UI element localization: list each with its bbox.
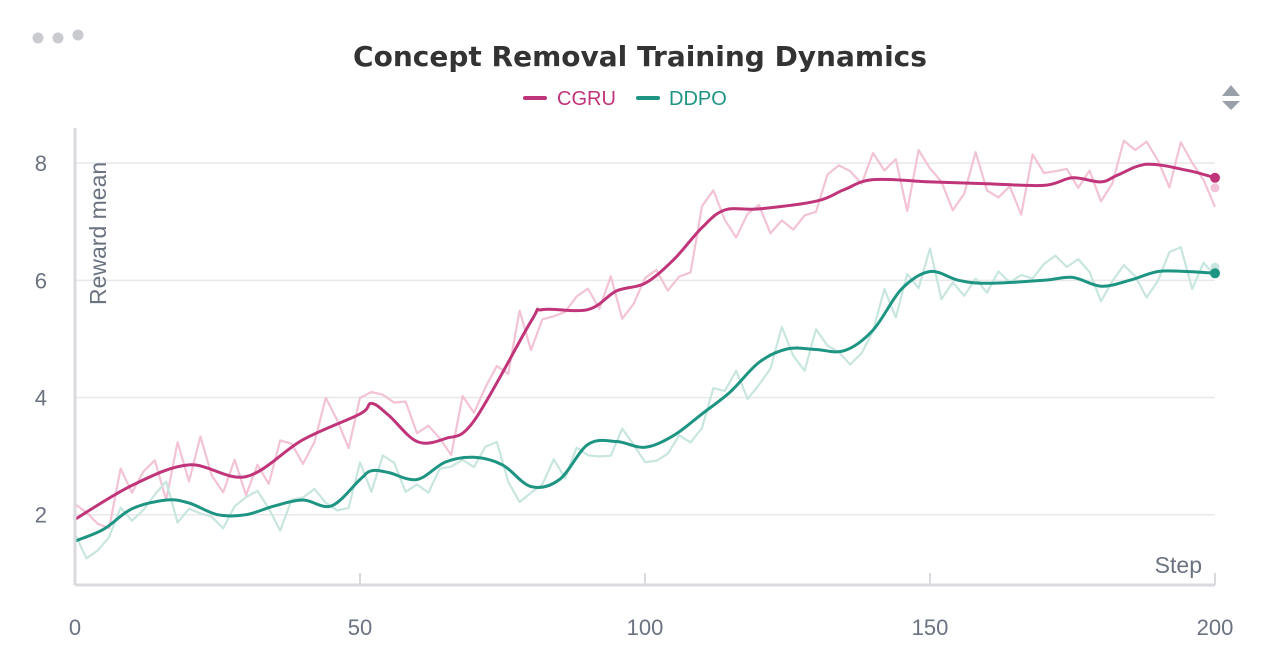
x-tick-label: 100	[627, 615, 664, 640]
x-tick-label: 50	[348, 615, 372, 640]
end-marker-cgru[interactable]	[1210, 172, 1220, 183]
legend-item-ddpo[interactable]: DDPO	[636, 88, 727, 110]
series-line-ddpo[interactable]	[73, 269, 1217, 543]
axes: 2 4 6 8 0 50 100 150 200	[35, 128, 1234, 640]
chart-title: Concept Removal Training Dynamics	[353, 40, 927, 73]
x-tick-label: 150	[912, 615, 949, 640]
y-axis-label: Reward mean	[85, 162, 111, 305]
x-tick-label: 0	[69, 615, 81, 640]
legend-item-cgru[interactable]: CGRU	[523, 88, 616, 110]
y-tick-label: 6	[35, 268, 47, 293]
series-line-cgru[interactable]	[73, 162, 1217, 521]
raw-series-layer	[74, 139, 1217, 560]
legend-label-ddpo: DDPO	[669, 88, 727, 110]
end-marker-ddpo[interactable]	[1210, 268, 1220, 279]
end-markers	[1210, 172, 1220, 279]
more-horizontal-icon[interactable]	[32, 29, 84, 44]
sort-up-down-icon[interactable]	[1222, 85, 1240, 110]
y-tick-label: 8	[35, 151, 47, 176]
legend: CGRU DDPO	[523, 88, 727, 110]
legend-label-cgru: CGRU	[557, 88, 616, 110]
raw-line-ddpo	[74, 246, 1216, 560]
y-tick-label: 4	[35, 386, 47, 411]
x-axis-label: Step	[1155, 552, 1202, 578]
x-tick-label: 200	[1197, 615, 1234, 640]
smoothed-series-layer	[73, 162, 1217, 543]
raw-end-marker-cgru	[1210, 183, 1220, 193]
raw-line-cgru	[74, 139, 1217, 530]
y-tick-label: 2	[35, 503, 47, 528]
